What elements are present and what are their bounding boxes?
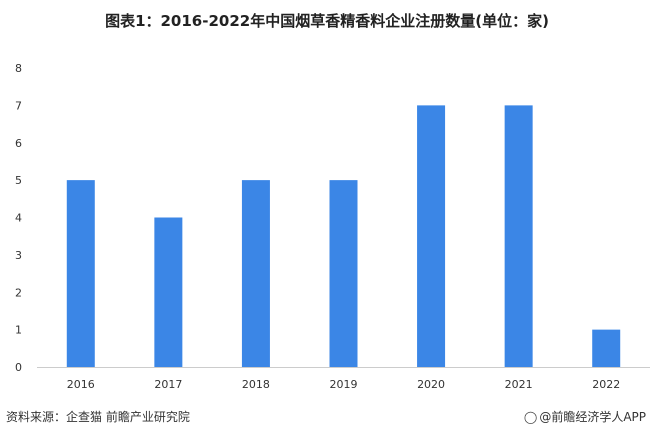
y-tick-label: 6 (15, 137, 22, 150)
bar-2022 (592, 329, 621, 367)
bar-2016 (66, 180, 95, 367)
x-tick-label: 2020 (417, 378, 445, 391)
x-tick-label: 2016 (67, 378, 95, 391)
bars (66, 105, 621, 367)
y-tick-label: 8 (15, 62, 22, 75)
chart-title: 图表1：2016-2022年中国烟草香精香料企业注册数量(单位：家) (105, 12, 549, 30)
brand-text: @前瞻经济学人APP (539, 410, 646, 424)
bar-2021 (504, 105, 533, 367)
y-tick-label: 2 (15, 286, 22, 299)
y-tick-label: 0 (15, 361, 22, 374)
qianzhan-logo-icon: ◯ (523, 410, 538, 424)
y-tick-label: 3 (15, 249, 22, 262)
x-tick-label: 2022 (592, 378, 620, 391)
brand-note[interactable]: ◯ @前瞻经济学人APP (524, 408, 646, 425)
y-tick-label: 5 (15, 174, 22, 187)
y-tick-label: 7 (15, 99, 22, 112)
bar-2017 (154, 217, 183, 367)
x-tick-label: 2021 (505, 378, 533, 391)
x-tick-label: 2018 (242, 378, 270, 391)
source-note: 资料来源：企查猫 前瞻产业研究院 (6, 410, 190, 424)
x-tick-label: 2019 (330, 378, 358, 391)
y-tick-label: 4 (15, 212, 22, 225)
y-tick-label: 1 (15, 324, 22, 337)
bar-2019 (329, 180, 358, 367)
y-axis-tick-labels: 0 1 2 3 4 5 6 7 8 (15, 62, 22, 374)
x-axis-tick-labels: 2016 2017 2018 2019 2020 2021 2022 (67, 378, 620, 391)
bar-2020 (417, 105, 446, 367)
x-tick-label: 2017 (154, 378, 182, 391)
bar-2018 (241, 180, 270, 367)
